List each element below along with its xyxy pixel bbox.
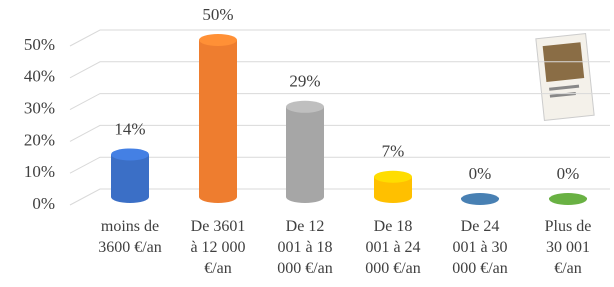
value-label: 0% <box>469 164 492 183</box>
y-tick-label: 0% <box>32 194 55 213</box>
bar-body <box>111 154 149 203</box>
value-label: 14% <box>114 119 145 138</box>
value-label: 0% <box>557 164 580 183</box>
bar-top <box>549 193 587 205</box>
grid-line <box>70 94 610 110</box>
value-label: 29% <box>289 72 320 91</box>
grid-line <box>70 62 610 78</box>
x-tick-label: De 12 001 à 18 000 €/an <box>260 216 350 279</box>
grid-line <box>70 157 610 173</box>
x-tick-label: De 24 001 à 30 000 €/an <box>435 216 525 279</box>
y-tick-label: 40% <box>24 67 55 86</box>
report-thumbnail <box>536 34 594 121</box>
x-tick-label: De 3601 à 12 000 €/an <box>173 216 263 279</box>
x-tick-label: De 18 001 à 24 000 €/an <box>348 216 438 279</box>
bar-top <box>286 101 324 113</box>
grid-line <box>70 30 610 46</box>
y-tick-label: 50% <box>24 35 55 54</box>
bar-body <box>199 40 237 203</box>
chart: 0% 10% 20% 30% 40% 50% 14% 50% 29% 7% 0% 0% moins d… <box>0 0 614 287</box>
x-tick-label: Plus de 30 001 €/an <box>523 216 613 279</box>
bar-top <box>199 34 237 46</box>
bar-top <box>374 171 412 183</box>
bar-top <box>461 193 499 205</box>
y-tick-label: 30% <box>24 99 55 118</box>
grid-line <box>70 125 610 141</box>
bar-top <box>111 148 149 160</box>
bar-body <box>286 107 324 203</box>
grid-line <box>70 189 610 205</box>
x-tick-label: moins de 3600 €/an <box>85 216 175 258</box>
y-tick-label: 20% <box>24 130 55 149</box>
y-tick-label: 10% <box>24 162 55 181</box>
value-label: 7% <box>382 142 405 161</box>
value-label: 50% <box>202 5 233 24</box>
